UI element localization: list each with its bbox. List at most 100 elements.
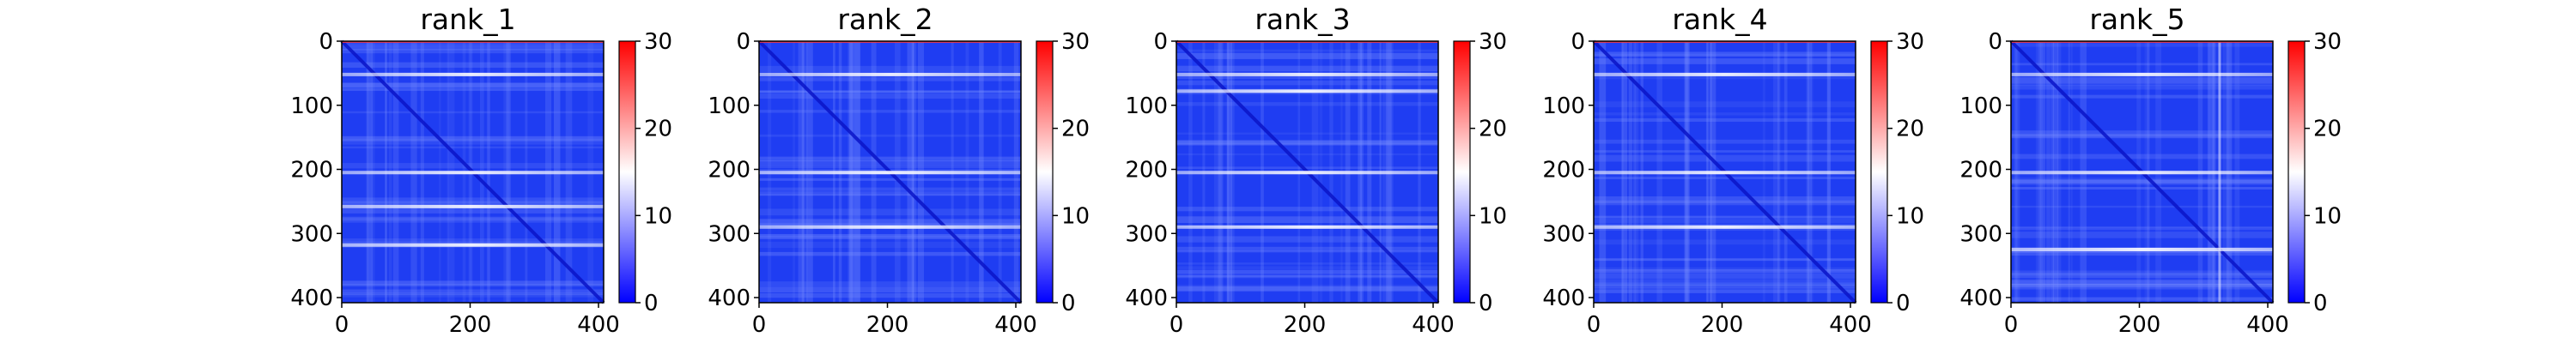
- colorbar-3: 0 10 20 30: [1453, 29, 1507, 316]
- colorbar-tick-label: 30: [1479, 29, 1507, 55]
- texture-row: [759, 165, 1021, 169]
- heatmap-frame: [758, 40, 1022, 304]
- texture-row: [342, 208, 604, 214]
- texture-row: [759, 93, 1021, 99]
- colorbar-tick-label: 10: [644, 203, 672, 229]
- texture-row: [2011, 84, 2273, 87]
- y-tick-label: 400: [1959, 286, 2002, 311]
- x-tick-label: 0: [335, 312, 349, 338]
- texture-row: [759, 65, 1021, 73]
- x-tick-label: 400: [1412, 312, 1455, 338]
- colorbar-tick-label: 0: [2313, 291, 2328, 316]
- colorbar-frame: [1036, 40, 1054, 304]
- texture-row: [342, 62, 604, 68]
- top-edge-highlight: [1176, 41, 1438, 43]
- texture-row: [1176, 65, 1438, 72]
- texture-row: [2011, 178, 2273, 185]
- texture-row: [1176, 102, 1438, 106]
- x-tick-label: 0: [1587, 312, 1601, 338]
- texture-row: [2011, 249, 2273, 256]
- texture-row: [1176, 49, 1438, 52]
- texture-row: [1176, 153, 1438, 156]
- y-tick-label: 0: [1153, 29, 1168, 55]
- texture-row: [1594, 239, 1856, 245]
- texture-row: [342, 111, 604, 114]
- texture-row: [342, 197, 604, 204]
- x-tick-label: 400: [1829, 312, 1872, 338]
- texture-row: [1176, 285, 1438, 292]
- texture-row: [759, 159, 1021, 166]
- texture-row: [342, 289, 604, 294]
- texture-row: [1594, 196, 1856, 203]
- texture-row: [2011, 187, 2273, 190]
- texture-row: [1176, 207, 1438, 212]
- texture-row: [1176, 246, 1438, 252]
- texture-row: [1176, 141, 1438, 145]
- colorbar-tick-label: 10: [1061, 203, 1090, 229]
- texture-row: [342, 163, 604, 169]
- heatmap-frame: [341, 40, 605, 304]
- texture-row: [1594, 150, 1856, 153]
- y-tick-label: 400: [1125, 286, 1168, 311]
- bright-row: [759, 225, 1021, 229]
- texture-row: [342, 49, 604, 54]
- colorbar-gradient: [1871, 41, 1887, 303]
- texture-row: [342, 87, 604, 92]
- texture-row: [2011, 153, 2273, 159]
- y-tick-label: 0: [1988, 29, 2002, 55]
- texture-row: [1176, 52, 1438, 59]
- y-tick-label: 400: [1542, 286, 1585, 311]
- texture-row: [1594, 54, 1856, 57]
- texture-row: [1176, 262, 1438, 265]
- texture-row: [2011, 280, 2273, 286]
- texture-row: [1594, 257, 1856, 261]
- texture-row: [1594, 282, 1856, 286]
- colorbar-tick-label: 20: [644, 117, 672, 142]
- texture-row: [1594, 258, 1856, 262]
- y-tick-label: 200: [1959, 158, 2002, 184]
- texture-row: [759, 90, 1021, 93]
- x-tick-label: 400: [2246, 312, 2289, 338]
- panel-title-1: rank_1: [420, 3, 515, 36]
- texture-row: [342, 280, 604, 286]
- texture-row: [2011, 63, 2273, 66]
- bright-row: [1176, 225, 1438, 229]
- bright-row: [1176, 171, 1438, 175]
- texture-row: [1594, 154, 1856, 162]
- bright-row: [342, 72, 604, 76]
- panel-title-3: rank_3: [1255, 3, 1350, 36]
- texture-row: [759, 156, 1021, 159]
- texture-row: [1176, 166, 1438, 170]
- texture-row: [342, 201, 604, 208]
- bright-row: [1176, 89, 1438, 93]
- x-tick-label: 200: [1284, 312, 1327, 338]
- y-tick-label: 100: [1542, 93, 1585, 119]
- bright-row: [2011, 247, 2273, 251]
- y-tick-label: 100: [1959, 93, 2002, 119]
- y-tick-label: 100: [1125, 93, 1168, 119]
- texture-row: [2011, 279, 2273, 286]
- x-tick-label: 400: [577, 312, 620, 338]
- colorbar-tick-label: 0: [644, 291, 659, 316]
- x-tick-label: 0: [2004, 312, 2019, 338]
- texture-row: [1594, 285, 1856, 289]
- texture-row: [759, 222, 1021, 226]
- texture-row: [342, 138, 604, 145]
- bright-row: [2011, 72, 2273, 76]
- texture-row: [759, 191, 1021, 196]
- colorbar-tick-label: 10: [1896, 203, 1924, 229]
- texture-row: [1594, 215, 1856, 218]
- top-edge-highlight: [2011, 41, 2273, 43]
- texture-row: [1594, 117, 1856, 122]
- colorbar-5: 0 10 20 30: [2287, 29, 2342, 316]
- y-tick-label: 200: [290, 158, 333, 184]
- texture-row: [1594, 267, 1856, 271]
- y-tick-label: 300: [708, 221, 750, 247]
- colorbar-tick-label: 20: [1061, 117, 1090, 142]
